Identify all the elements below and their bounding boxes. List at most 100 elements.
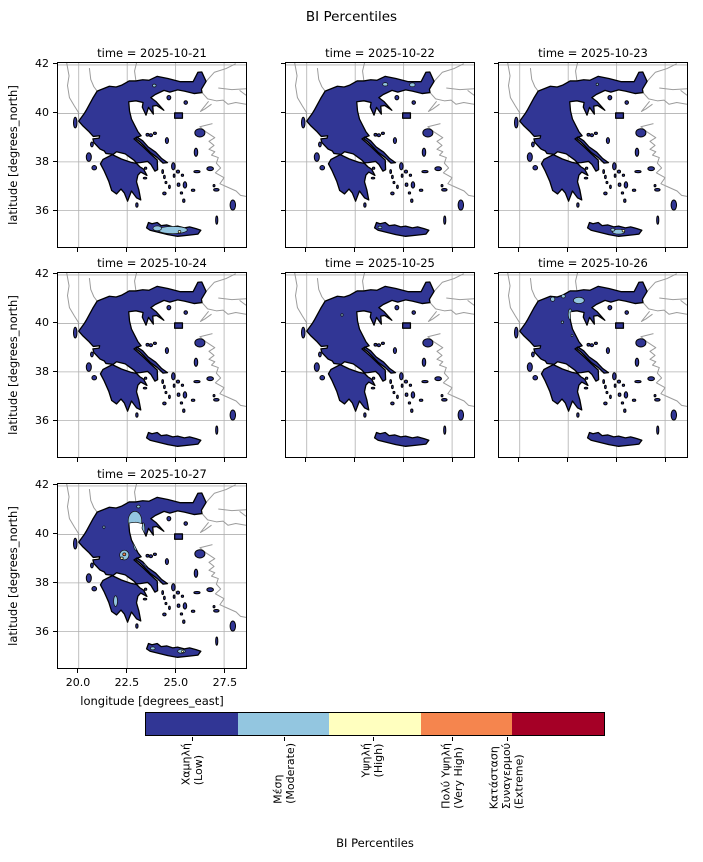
y-tick-label: 40 — [35, 315, 49, 329]
colorbar-segment-2 — [237, 713, 330, 735]
anomaly-patch-moderate — [410, 83, 415, 87]
anomaly-patch-moderate — [596, 83, 598, 85]
x-tick — [126, 669, 128, 673]
anomaly-patch-moderate — [103, 526, 105, 528]
subplot-title: time = 2025-10-23 — [538, 46, 648, 60]
y-tick — [493, 161, 498, 163]
colorbar — [145, 712, 605, 736]
map-axes-2025-10-21 — [57, 62, 247, 248]
y-tick-label: 38 — [35, 364, 49, 378]
y-tick — [52, 631, 57, 633]
y-tick-label: 42 — [35, 266, 49, 280]
y-tick — [493, 210, 498, 212]
y-tick — [52, 112, 57, 114]
x-tick — [518, 248, 520, 252]
map-axes-2025-10-23 — [498, 62, 688, 248]
figure-suptitle: BI Percentiles — [305, 9, 398, 25]
x-tick — [175, 248, 177, 252]
y-tick — [52, 322, 57, 324]
x-tick — [665, 458, 667, 462]
anomaly-patch-moderate — [378, 226, 382, 228]
y-tick — [52, 210, 57, 212]
x-tick — [665, 248, 667, 252]
x-tick-label: 20.0 — [65, 676, 91, 689]
x-tick — [224, 669, 226, 673]
x-tick — [175, 458, 177, 462]
x-tick — [452, 248, 454, 252]
x-tick — [224, 248, 226, 252]
colorbar-tick — [192, 737, 194, 741]
x-tick — [567, 458, 569, 462]
colorbar-segment-1 — [146, 713, 238, 735]
colorbar-tick — [372, 737, 374, 741]
anomaly-patch-high — [622, 230, 625, 232]
x-tick — [354, 458, 356, 462]
x-tick — [403, 248, 405, 252]
y-tick — [280, 420, 285, 422]
x-tick — [175, 669, 177, 673]
map-axes-2025-10-27 — [57, 483, 247, 669]
y-tick — [280, 371, 285, 373]
y-tick-label: 38 — [35, 154, 49, 168]
y-tick-label: 40 — [35, 105, 49, 119]
x-tick — [126, 248, 128, 252]
anomaly-patch-moderate — [611, 228, 615, 231]
y-tick — [280, 112, 285, 114]
greece-map — [58, 484, 246, 668]
subplot-title: time = 2025-10-22 — [325, 46, 435, 60]
y-tick — [52, 63, 57, 65]
x-tick — [616, 458, 618, 462]
anomaly-patch-moderate — [137, 505, 140, 508]
y-tick-label: 42 — [35, 477, 49, 491]
y-tick — [52, 533, 57, 535]
map-axes-2025-10-25 — [285, 272, 475, 458]
colorbar-tick — [284, 737, 286, 741]
y-tick — [493, 63, 498, 65]
anomaly-patch-moderate — [383, 83, 388, 86]
x-tick-label: 25.0 — [163, 676, 189, 689]
y-tick — [493, 273, 498, 275]
y-tick-label: 42 — [35, 56, 49, 70]
colorbar-class-label: Κατάσταση Συναγερμού (Extreme) — [487, 743, 526, 810]
anomaly-patch-moderate — [153, 84, 156, 87]
y-tick-label: 36 — [35, 624, 49, 638]
anomaly-patch-moderate — [573, 297, 584, 303]
anomaly-patch-high — [178, 231, 181, 233]
subplot-title: time = 2025-10-21 — [97, 46, 207, 60]
x-tick — [77, 669, 79, 673]
colorbar-class-label: Υψηλή (High) — [359, 743, 386, 778]
subplot-title: time = 2025-10-27 — [97, 467, 207, 481]
subplot-title: time = 2025-10-24 — [97, 256, 207, 270]
y-tick-label: 40 — [35, 526, 49, 540]
anomaly-patch-moderate — [571, 335, 573, 337]
y-tick-label: 36 — [35, 413, 49, 427]
colorbar-segment-3 — [329, 713, 421, 735]
y-tick — [280, 273, 285, 275]
colorbar-tick — [452, 737, 454, 741]
colorbar-class-label: Πολύ Υψηλή (Very High) — [439, 743, 465, 809]
y-tick — [493, 322, 498, 324]
subplot-title: time = 2025-10-26 — [538, 256, 648, 270]
subplot-title: time = 2025-10-25 — [325, 256, 435, 270]
y-tick — [280, 63, 285, 65]
map-axes-2025-10-22 — [285, 62, 475, 248]
x-tick — [305, 248, 307, 252]
y-tick — [493, 112, 498, 114]
anomaly-patch-moderate — [128, 511, 142, 530]
colorbar-segment-4 — [420, 713, 513, 735]
anomaly-patch-moderate — [114, 596, 118, 607]
y-axis-label: latitude [degrees_north] — [6, 506, 20, 646]
greece-map — [58, 273, 246, 457]
greece-map — [58, 63, 246, 247]
greece-map — [499, 63, 687, 247]
anomaly-patch-very_high — [123, 553, 126, 556]
x-tick-label: 27.5 — [212, 676, 238, 689]
colorbar-tick — [506, 737, 508, 741]
greece-map — [499, 273, 687, 457]
map-axes-2025-10-24 — [57, 272, 247, 458]
colorbar-segment-5 — [512, 713, 604, 735]
x-tick — [616, 248, 618, 252]
map-axes-2025-10-26 — [498, 272, 688, 458]
y-tick — [52, 484, 57, 486]
